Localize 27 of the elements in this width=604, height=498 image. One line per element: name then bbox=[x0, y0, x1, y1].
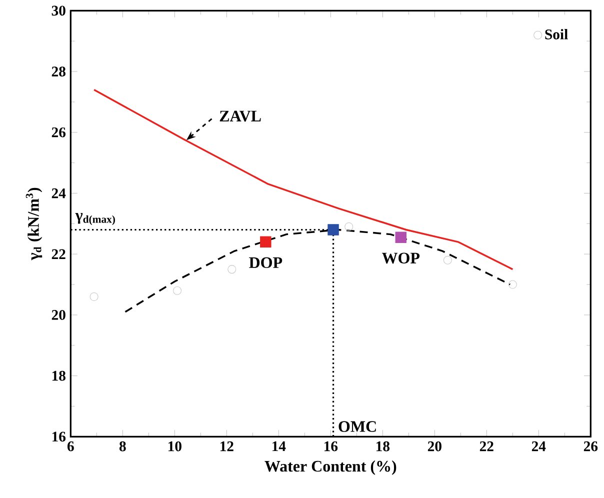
x-tick-label: 20 bbox=[428, 441, 442, 452]
ref-line-label: OMC bbox=[338, 421, 376, 432]
y-tick-label: 30 bbox=[52, 6, 66, 16]
x-tick-label: 12 bbox=[220, 441, 234, 452]
x-tick-label: 18 bbox=[376, 441, 390, 452]
y-tick-label: 16 bbox=[52, 432, 66, 442]
x-tick-label: 24 bbox=[532, 441, 546, 452]
legend-label: Soil bbox=[545, 29, 568, 40]
y-tick-label: 26 bbox=[52, 127, 66, 138]
x-tick-label: 16 bbox=[324, 441, 338, 452]
x-tick-label: 8 bbox=[119, 441, 126, 452]
x-tick-label: 10 bbox=[168, 441, 182, 452]
y-tick-label: 22 bbox=[52, 249, 66, 259]
y-tick-label: 18 bbox=[52, 370, 66, 381]
y-tick-label: 24 bbox=[52, 188, 66, 198]
x-tick-label: 6 bbox=[68, 441, 74, 452]
y-tick-label: 28 bbox=[52, 66, 66, 76]
y-tick-label: 20 bbox=[52, 310, 66, 320]
ref-line-label: γ$_{d(max)}$ bbox=[75, 213, 115, 226]
x-axis-title: Water Content (%) bbox=[264, 460, 396, 475]
annotation: DOP bbox=[249, 257, 282, 268]
x-tick-label: 22 bbox=[480, 441, 494, 452]
annotation: WOP bbox=[382, 252, 420, 264]
annotation: ZAVL bbox=[220, 110, 261, 122]
y-axis-title: γ$_{d}$ (kN/m$^{3}$) bbox=[26, 188, 42, 260]
x-tick-label: 14 bbox=[272, 441, 286, 452]
x-tick-label: 26 bbox=[584, 441, 598, 452]
